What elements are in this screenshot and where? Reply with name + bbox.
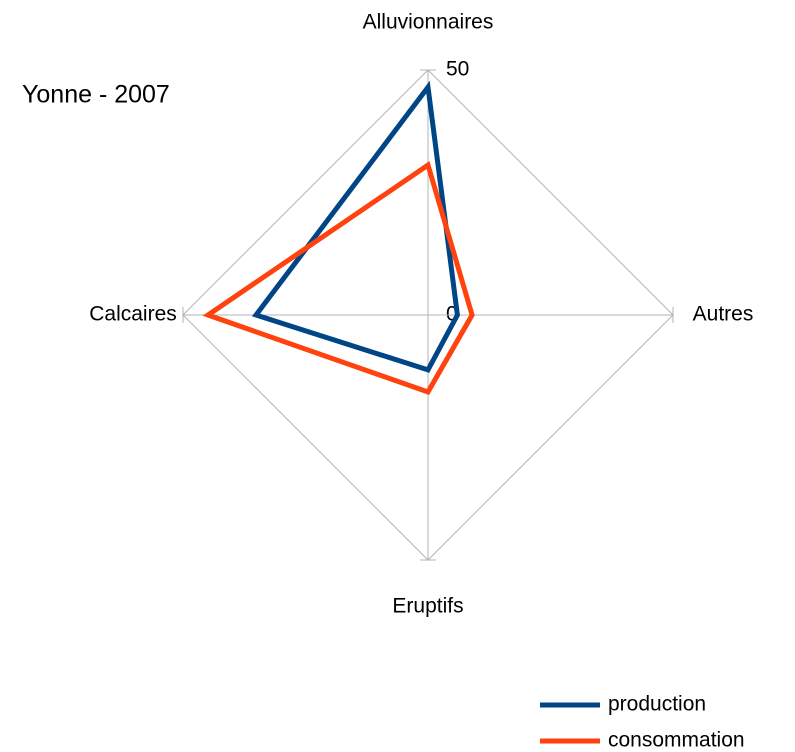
legend-label: production [608,693,706,716]
category-label: Alluvionnaires [363,11,494,34]
category-label: Calcaires [89,303,177,326]
category-label: Eruptifs [392,595,463,618]
series-line [202,161,475,395]
series-line [251,80,460,373]
r-tick-label: 50 [446,58,469,81]
chart-title: Yonne - 2007 [22,81,170,109]
r-tick-label: 0 [446,303,458,326]
category-label: Autres [693,303,754,326]
legend-label: consommation [608,729,745,752]
